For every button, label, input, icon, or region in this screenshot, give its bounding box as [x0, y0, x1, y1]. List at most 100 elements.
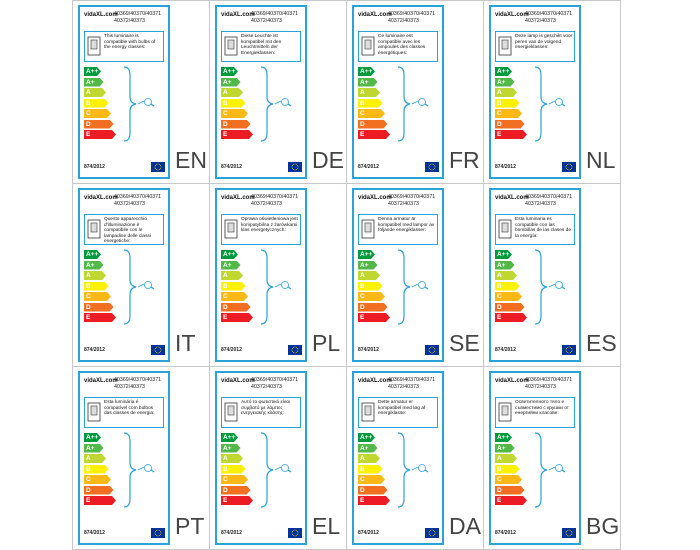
lamp-icon [498, 36, 512, 56]
energy-class: B [495, 465, 520, 474]
grid-line [483, 0, 484, 550]
energy-class: D [358, 120, 388, 129]
energy-class: A+ [221, 444, 241, 453]
energy-class: E [221, 496, 253, 505]
brand-logo: vidaXL.com [84, 378, 118, 384]
brace-bulb [260, 432, 292, 508]
energy-class: A [358, 271, 380, 280]
description-box: Denna armatur är kompatibel med lampor a… [358, 214, 438, 245]
description-text: Questo apparecchio d'illuminazione è com… [104, 217, 151, 245]
brace-bulb [260, 249, 292, 325]
energy-class: B [84, 99, 109, 108]
model-line: 40369/40370/40371 [114, 194, 162, 200]
energy-class: B [221, 99, 246, 108]
energy-label: vidaXL.com 40369/40370/40371 40372/40373 De… [352, 371, 444, 545]
regulation: 874/2012 [495, 530, 516, 536]
language-code: PL [312, 330, 341, 356]
language-code: ES [586, 330, 617, 356]
regulation: 874/2012 [358, 164, 379, 170]
lamp-icon [87, 402, 101, 422]
description-box: Diese Leuchte ist kompatibel mit den Leu… [221, 31, 301, 62]
brand-logo: vidaXL.com [221, 12, 255, 18]
brand-logo: vidaXL.com [84, 195, 118, 201]
model-line: 40372/40373 [525, 384, 556, 390]
energy-class: A++ [495, 433, 512, 442]
energy-class: A [495, 454, 517, 463]
brace-bulb [123, 66, 155, 142]
energy-label: vidaXL.com 40369/40370/40371 40372/40373 Ос… [489, 371, 581, 545]
eu-flag [425, 528, 439, 538]
model-numbers: 40369/40370/40371 40372/40373 [251, 11, 298, 25]
brand-logo: vidaXL.com [495, 195, 529, 201]
energy-class: B [221, 282, 246, 291]
model-numbers: 40369/40370/40371 40372/40373 [251, 377, 298, 391]
brace-bulb [397, 249, 429, 325]
regulation: 874/2012 [358, 530, 379, 536]
description-text: This luminaire is compatible with bulbs … [104, 34, 156, 51]
energy-class: C [358, 292, 385, 301]
brace-bulb [123, 249, 155, 325]
brand-logo: vidaXL.com [221, 195, 255, 201]
energy-class: D [84, 303, 114, 312]
brace-bulb [397, 66, 429, 142]
model-line: 40372/40373 [525, 18, 556, 24]
description-box: Осветителното тяло е съвместимо с крушки… [495, 397, 575, 428]
energy-class: C [358, 475, 385, 484]
model-numbers: 40369/40370/40371 40372/40373 [251, 194, 298, 208]
brand-logo: vidaXL.com [358, 12, 392, 18]
lamp-icon [87, 219, 101, 239]
description-text: Осветителното тяло е съвместимо с крушки… [515, 400, 569, 417]
model-numbers: 40369/40370/40371 40372/40373 [388, 11, 435, 25]
energy-label: vidaXL.com 40369/40370/40371 40372/40373 Op… [215, 188, 307, 362]
model-line: 40369/40370/40371 [388, 11, 436, 17]
energy-class: C [495, 475, 522, 484]
description-text: Dette armatur er kompatibel med løg af e… [378, 400, 426, 417]
energy-class: B [221, 465, 246, 474]
description-box: Questo apparecchio d'illuminazione è com… [84, 214, 164, 245]
regulation: 874/2012 [84, 347, 105, 353]
model-numbers: 40369/40370/40371 40372/40373 [525, 11, 572, 25]
regulation: 874/2012 [84, 530, 105, 536]
energy-class: A++ [495, 67, 512, 76]
lamp-icon [498, 402, 512, 422]
energy-class: A+ [84, 261, 104, 270]
lamp-icon [224, 219, 238, 239]
energy-class: A++ [221, 250, 238, 259]
model-line: 40372/40373 [114, 18, 145, 24]
energy-class: A [84, 454, 106, 463]
energy-class: A+ [221, 261, 241, 270]
energy-class: E [358, 496, 390, 505]
grid-line [620, 0, 621, 550]
energy-class: A++ [495, 250, 512, 259]
energy-class: B [495, 99, 520, 108]
description-text: Oprawa oświetleniowa jest kompatybilna z… [241, 217, 298, 234]
language-code: SE [449, 330, 480, 356]
energy-class: C [84, 475, 111, 484]
energy-class: A [221, 454, 243, 463]
energy-class: A++ [84, 250, 101, 259]
energy-class: A+ [358, 261, 378, 270]
description-box: Αυτό το φωτιστικό είναι συμβατό με λάμπε… [221, 397, 301, 428]
brace-bulb [534, 249, 566, 325]
regulation: 874/2012 [495, 164, 516, 170]
regulation: 874/2012 [221, 530, 242, 536]
energy-class: B [84, 465, 109, 474]
description-text: Deze lamp is geschikt voor peren van de … [515, 34, 573, 51]
model-line: 40372/40373 [388, 201, 419, 207]
lamp-icon [224, 402, 238, 422]
brace-bulb [534, 432, 566, 508]
grid-line [72, 0, 621, 1]
regulation: 874/2012 [358, 347, 379, 353]
lamp-icon [224, 36, 238, 56]
brace-bulb [123, 432, 155, 508]
description-box: Esta luminária é compatível com bulbos d… [84, 397, 164, 428]
energy-class: E [358, 130, 390, 139]
model-line: 40372/40373 [114, 201, 145, 207]
energy-class: E [84, 496, 116, 505]
language-code: DA [449, 513, 481, 539]
energy-class: C [84, 292, 111, 301]
energy-label: vidaXL.com 40369/40370/40371 40372/40373 Es… [489, 188, 581, 362]
model-line: 40369/40370/40371 [251, 194, 299, 200]
regulation: 874/2012 [221, 347, 242, 353]
